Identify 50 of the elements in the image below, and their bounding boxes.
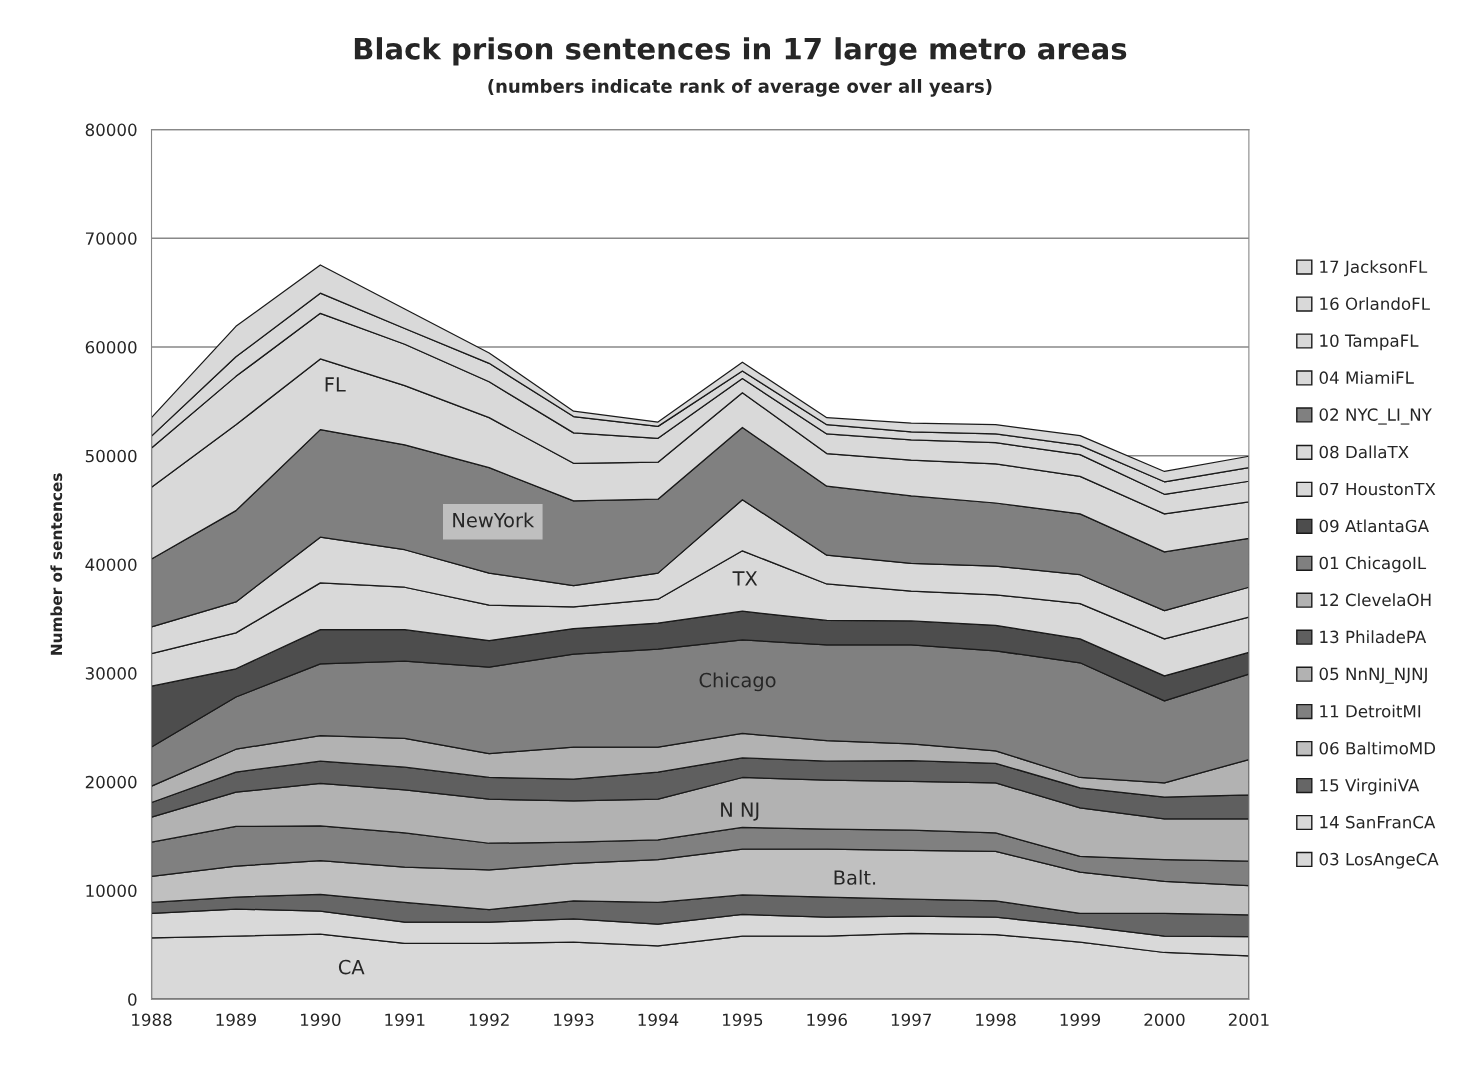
legend-label: 12 ClevelaOH	[1320, 593, 1431, 607]
x-tick-label: 1991	[385, 1013, 425, 1027]
legend-label: 04 MiamiFL	[1319, 371, 1414, 384]
legend-label: 17 JacksonFL	[1320, 260, 1428, 277]
annotation: Chicago	[699, 672, 776, 692]
annotation: N NJ	[721, 802, 759, 821]
x-tick-label: 1992	[469, 1013, 509, 1027]
legend-label: 11 DetroitMI	[1320, 704, 1421, 718]
legend-label: 15 VirginiVA	[1320, 778, 1420, 795]
y-tick-label: 10000	[86, 884, 137, 898]
annotation: FL	[325, 377, 346, 392]
y-tick-label: 40000	[85, 558, 137, 571]
x-tick-label: 1988	[132, 1013, 172, 1027]
y-tick-label: 20000	[85, 775, 137, 789]
legend-label: 13 PhiladePA	[1320, 630, 1427, 644]
legend-label: 08 DallaTX	[1319, 445, 1409, 459]
x-tick-label: 2000	[1144, 1013, 1185, 1027]
legend-label: 10 TampaFL	[1320, 334, 1419, 351]
annotation: NewYork	[453, 512, 535, 528]
x-tick-label: 1990	[300, 1013, 341, 1027]
y-axis-title: Number of sentences	[50, 473, 63, 655]
y-tick-label: 30000	[85, 667, 137, 680]
legend-label: 14 SanFranCA	[1320, 815, 1436, 829]
legend-label: 02 NYC_LI_NY	[1319, 408, 1432, 425]
x-tick-label: 1999	[1060, 1013, 1101, 1027]
legend-label: 16 OrlandoFL	[1320, 297, 1430, 311]
y-tick-label: 70000	[85, 232, 137, 245]
legend-label: 03 LosAngeCA	[1319, 852, 1439, 869]
x-tick-label: 1989	[216, 1013, 256, 1027]
x-tick-label: 2001	[1228, 1013, 1269, 1027]
legend-label: 01 ChicagoIL	[1319, 556, 1427, 573]
chart-subtitle: (numbers indicate rank of average over all years)	[488, 79, 992, 97]
x-tick-label: 1996	[807, 1013, 847, 1027]
y-tick-label: 50000	[85, 449, 137, 463]
y-tick-label: 80000	[85, 123, 137, 137]
legend-label: 07 HoustonTX	[1319, 482, 1436, 496]
annotation: CA	[338, 959, 365, 975]
legend-label: 06 BaltimoMD	[1319, 741, 1436, 755]
legend-label: 05 NnNJ_NJNJ	[1319, 667, 1427, 684]
x-tick-label: 1997	[891, 1013, 932, 1027]
x-tick-label: 1998	[976, 1013, 1016, 1027]
y-tick-label: 0	[128, 993, 137, 1006]
y-tick-label: 60000	[85, 340, 137, 354]
x-tick-label: 1995	[723, 1013, 763, 1027]
annotation: Balt.	[834, 869, 876, 885]
x-tick-label: 1993	[554, 1013, 594, 1027]
annotation: TX	[732, 571, 758, 586]
x-tick-label: 1994	[638, 1013, 679, 1027]
legend-label: 09 AtlantaGA	[1319, 519, 1429, 533]
chart-title: Black prison sentences in 17 large metro areas	[354, 37, 1127, 66]
